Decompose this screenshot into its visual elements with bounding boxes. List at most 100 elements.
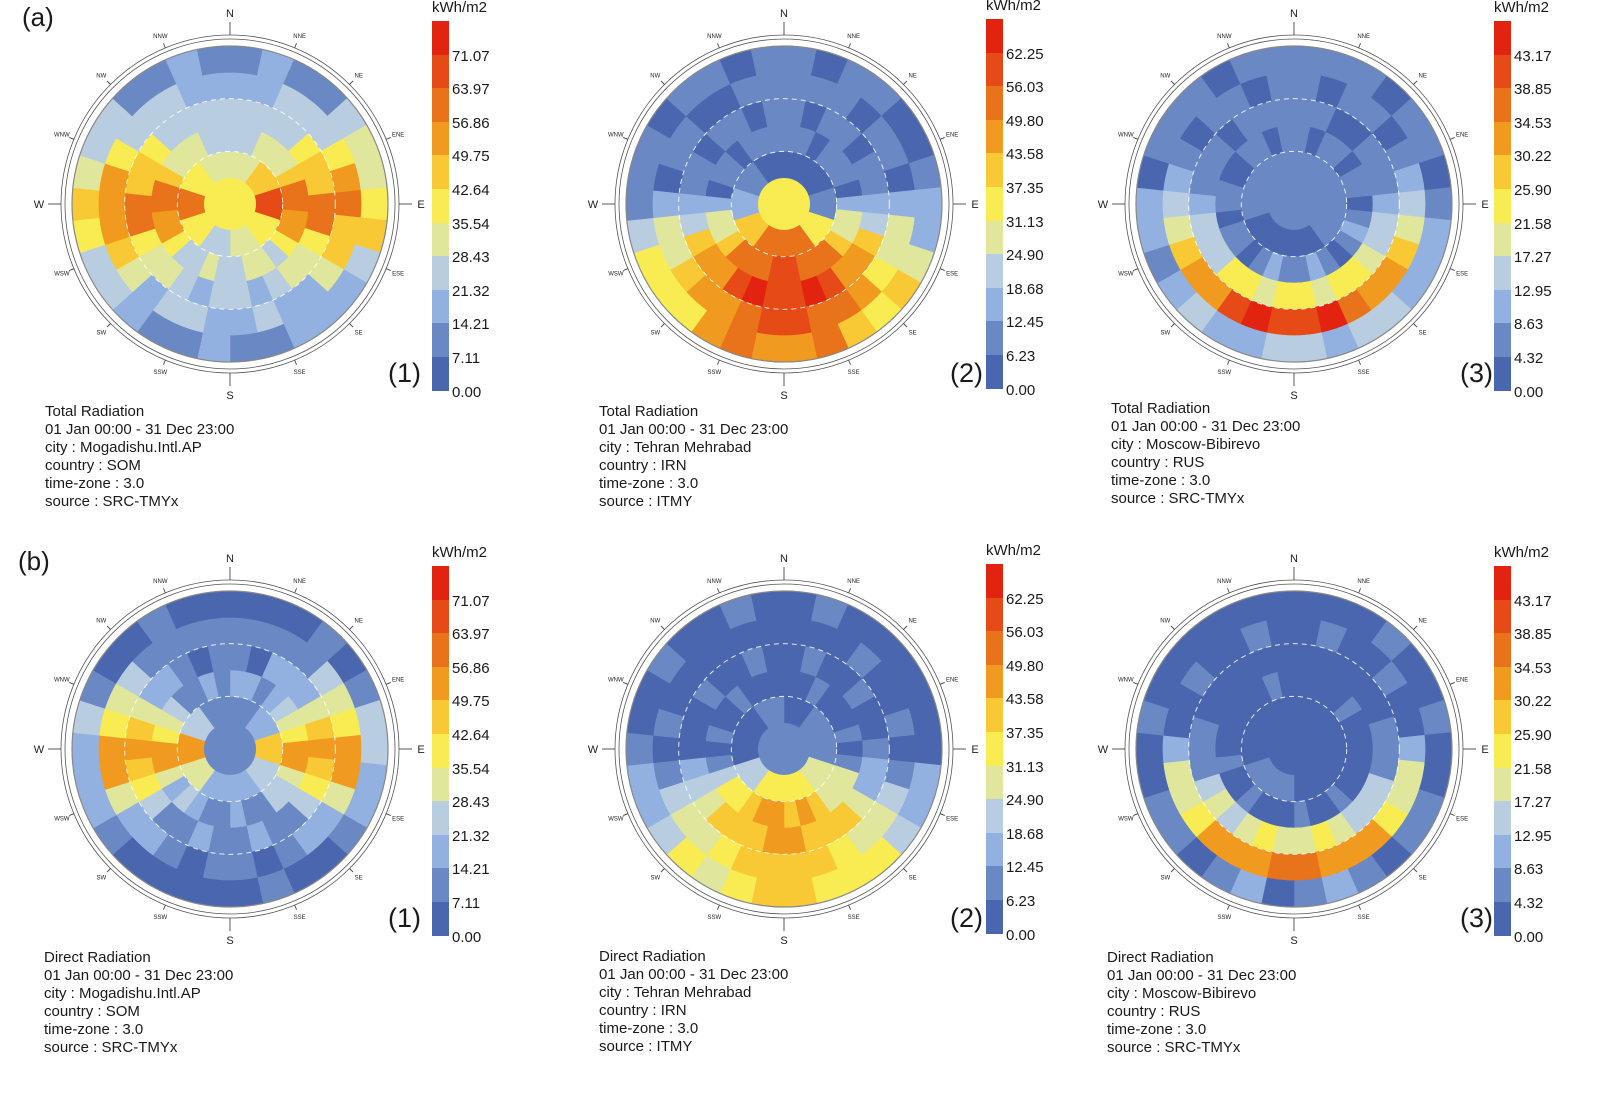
dome-cell bbox=[721, 652, 753, 686]
direction-label-sse: SSE bbox=[294, 370, 306, 376]
legend-tick-label: 7.11 bbox=[452, 895, 481, 912]
direction-label-sse: SSE bbox=[294, 915, 306, 921]
dome-cell bbox=[783, 851, 812, 881]
dome-cell bbox=[1315, 299, 1348, 334]
dome-cell bbox=[692, 243, 726, 275]
compass-tick bbox=[1170, 868, 1175, 873]
dome-cell bbox=[112, 291, 154, 333]
legend-swatch bbox=[986, 86, 1003, 120]
legend-tick-label: 21.32 bbox=[452, 827, 490, 845]
dome-cell bbox=[888, 734, 916, 764]
dome-cell bbox=[837, 855, 878, 894]
dome-cell bbox=[874, 682, 910, 717]
compass-tick bbox=[1133, 681, 1139, 685]
legend-swatch bbox=[1494, 21, 1511, 55]
dome-cell bbox=[136, 604, 177, 643]
dome-cell bbox=[811, 868, 849, 904]
legend-swatch bbox=[986, 19, 1003, 53]
compass-tick bbox=[1413, 80, 1418, 85]
dome-cell bbox=[1247, 791, 1273, 822]
dome-cell bbox=[229, 124, 247, 153]
dome-cell bbox=[1393, 707, 1426, 739]
compass-tick bbox=[716, 904, 720, 910]
dome-cell bbox=[1260, 590, 1295, 621]
dome-cell bbox=[136, 855, 177, 894]
info-city: city : Tehran Mehrabad bbox=[599, 439, 752, 456]
dome-cell bbox=[1315, 246, 1341, 277]
info-title: Direct Radiation bbox=[599, 948, 706, 965]
dome-cell bbox=[1384, 682, 1420, 717]
dome-cell bbox=[257, 594, 295, 630]
direction-label-se: SE bbox=[1419, 331, 1427, 337]
dome-cell bbox=[170, 238, 200, 269]
dome-cell bbox=[756, 617, 785, 647]
direction-label-e: E bbox=[971, 744, 978, 756]
dome-cell bbox=[1398, 189, 1426, 219]
dome-cell bbox=[783, 332, 818, 363]
dome-cell bbox=[1346, 195, 1374, 213]
direction-label-ssw: SSW bbox=[154, 370, 168, 376]
dome-cell bbox=[196, 332, 231, 363]
dome-cell bbox=[860, 836, 902, 878]
dome-cell bbox=[1266, 617, 1295, 647]
legend-tick-label: 14.21 bbox=[452, 861, 490, 879]
legend-swatch bbox=[986, 765, 1003, 800]
dome-cell bbox=[1262, 224, 1295, 257]
dome-cell bbox=[354, 699, 388, 736]
dome-cell bbox=[229, 151, 262, 184]
dome-cell bbox=[1347, 855, 1388, 894]
dome-cell bbox=[179, 705, 215, 742]
compass-tick bbox=[1358, 588, 1362, 594]
dome-cell bbox=[1393, 759, 1426, 791]
dome-cells bbox=[1135, 45, 1453, 363]
dome-cell bbox=[800, 820, 828, 853]
dome-cell bbox=[1271, 280, 1295, 310]
dome-cell bbox=[737, 131, 763, 162]
legend-tick-label: 56.86 bbox=[452, 659, 490, 677]
dome-cell bbox=[1339, 709, 1370, 734]
direction-label-ene: ENE bbox=[946, 677, 958, 683]
dome-cell bbox=[750, 45, 785, 76]
dome-cell bbox=[1352, 788, 1386, 820]
dome-cell bbox=[652, 759, 685, 791]
dome-cell bbox=[1372, 737, 1400, 761]
legend-swatch bbox=[432, 54, 449, 89]
direction-label-nw: NW bbox=[650, 618, 660, 624]
dome-cell bbox=[652, 162, 685, 194]
dome-cell bbox=[761, 280, 785, 310]
legend-unit: kWh/m2 bbox=[1494, 0, 1550, 16]
dome-cell bbox=[1368, 756, 1400, 782]
legend-tick-label: 28.43 bbox=[452, 794, 490, 812]
dome-cell bbox=[858, 716, 890, 742]
dome-cell bbox=[207, 643, 231, 673]
dome-cell bbox=[1234, 238, 1264, 269]
dome-cell bbox=[154, 164, 185, 189]
legend-swatch bbox=[1494, 901, 1511, 936]
direction-label-w: W bbox=[588, 744, 599, 756]
dome-cell bbox=[151, 724, 181, 744]
dome-cell bbox=[276, 663, 309, 697]
info-title: Direct Radiation bbox=[1107, 949, 1214, 966]
compass-ring bbox=[1128, 38, 1460, 370]
compass-tick bbox=[623, 268, 629, 272]
dome-cell bbox=[1318, 732, 1347, 766]
legend-tick-label: 18.68 bbox=[1006, 825, 1044, 843]
dome-cell bbox=[275, 164, 306, 189]
dome-cell bbox=[1424, 732, 1453, 766]
dome-cell bbox=[721, 107, 753, 141]
dome-cell bbox=[751, 796, 774, 827]
dome-cell bbox=[272, 83, 308, 120]
dome-cell bbox=[1277, 255, 1295, 284]
dome-cell bbox=[298, 228, 331, 258]
legend-swatch bbox=[1494, 599, 1511, 634]
dome-cell bbox=[1393, 214, 1426, 246]
dome-cell bbox=[783, 643, 807, 673]
dome-cell bbox=[1293, 800, 1311, 829]
dome-cell bbox=[1215, 663, 1248, 697]
dome-cell bbox=[1424, 187, 1453, 221]
legend-tick-label: 71.07 bbox=[452, 592, 490, 610]
dome-cell bbox=[1355, 642, 1393, 679]
dome-cell bbox=[165, 868, 203, 904]
direction-label-sw: SW bbox=[650, 331, 660, 337]
legend-swatch bbox=[986, 254, 1003, 288]
